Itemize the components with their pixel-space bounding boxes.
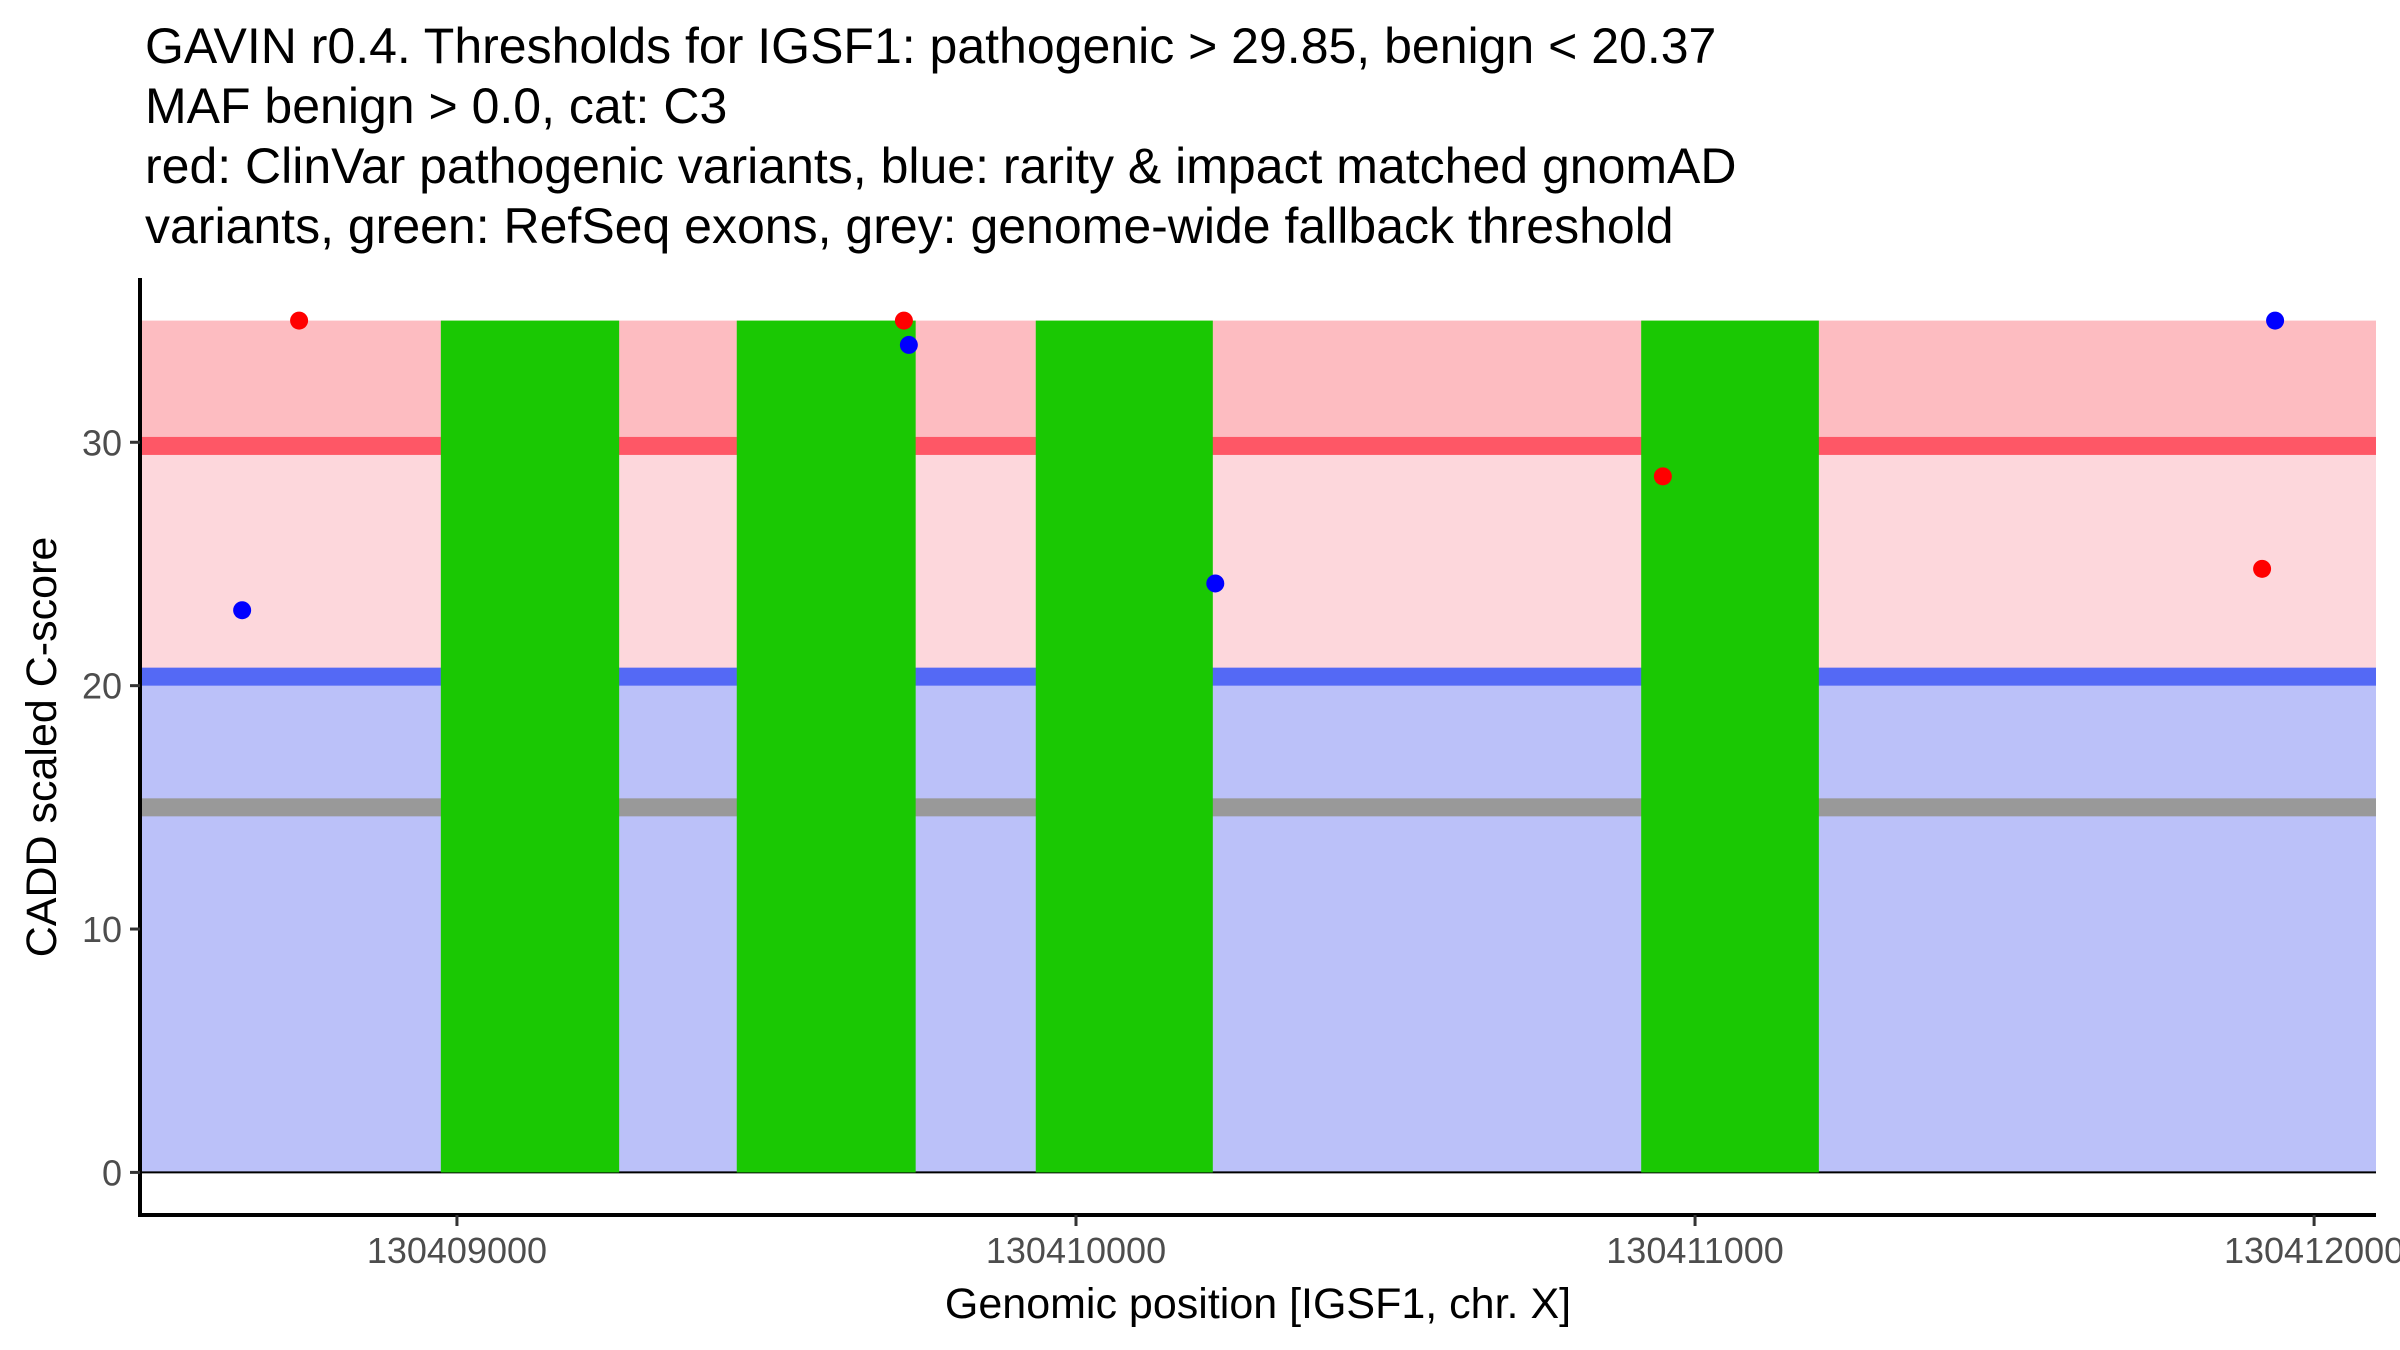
y-axis-ticks: 0 10 20 30 bbox=[82, 422, 140, 1193]
x-tick-label: 130412000 bbox=[2224, 1230, 2400, 1271]
gnomad-matched-point bbox=[899, 335, 918, 354]
title-line-1: GAVIN r0.4. Thresholds for IGSF1: pathog… bbox=[145, 18, 1716, 74]
axes: 0 10 20 30 130409000 130410000 130411000 13041… bbox=[82, 278, 2400, 1271]
chart-title: GAVIN r0.4. Thresholds for IGSF1: pathog… bbox=[145, 18, 1736, 254]
x-axis-title: Genomic position [IGSF1, chr. X] bbox=[945, 1280, 1571, 1328]
exon-bar bbox=[440, 320, 620, 1173]
clinvar-pathogenic-point bbox=[2253, 559, 2272, 578]
clinvar-pathogenic-point bbox=[1653, 467, 1672, 486]
y-tick-label: 30 bbox=[82, 422, 122, 463]
x-axis-ticks: 130409000 130410000 130411000 130412000 bbox=[367, 1215, 2400, 1271]
title-line-4: variants, green: RefSeq exons, grey: gen… bbox=[145, 198, 1674, 254]
y-tick-label: 0 bbox=[102, 1152, 122, 1193]
x-tick-label: 130410000 bbox=[986, 1230, 1166, 1271]
y-tick-label: 20 bbox=[82, 666, 122, 707]
gnomad-matched-point bbox=[2266, 311, 2285, 330]
exon-bars bbox=[440, 320, 1819, 1173]
gnomad-matched-point bbox=[1206, 574, 1225, 593]
exon-bar bbox=[1641, 320, 1819, 1173]
y-axis-title: CADD scaled C-score bbox=[18, 537, 66, 958]
y-tick-label: 10 bbox=[82, 909, 122, 950]
x-tick-label: 130409000 bbox=[367, 1230, 547, 1271]
gnomad-matched-point bbox=[233, 601, 252, 620]
title-line-3: red: ClinVar pathogenic variants, blue: … bbox=[145, 138, 1736, 194]
x-tick-label: 130411000 bbox=[1606, 1230, 1784, 1271]
exon-bar bbox=[736, 320, 916, 1173]
title-line-2: MAF benign > 0.0, cat: C3 bbox=[145, 78, 727, 134]
exon-bar bbox=[1035, 320, 1213, 1173]
variant-points bbox=[233, 311, 2285, 620]
clinvar-pathogenic-point bbox=[894, 311, 913, 330]
plot-panel bbox=[140, 311, 2376, 1174]
clinvar-pathogenic-point bbox=[290, 311, 309, 330]
